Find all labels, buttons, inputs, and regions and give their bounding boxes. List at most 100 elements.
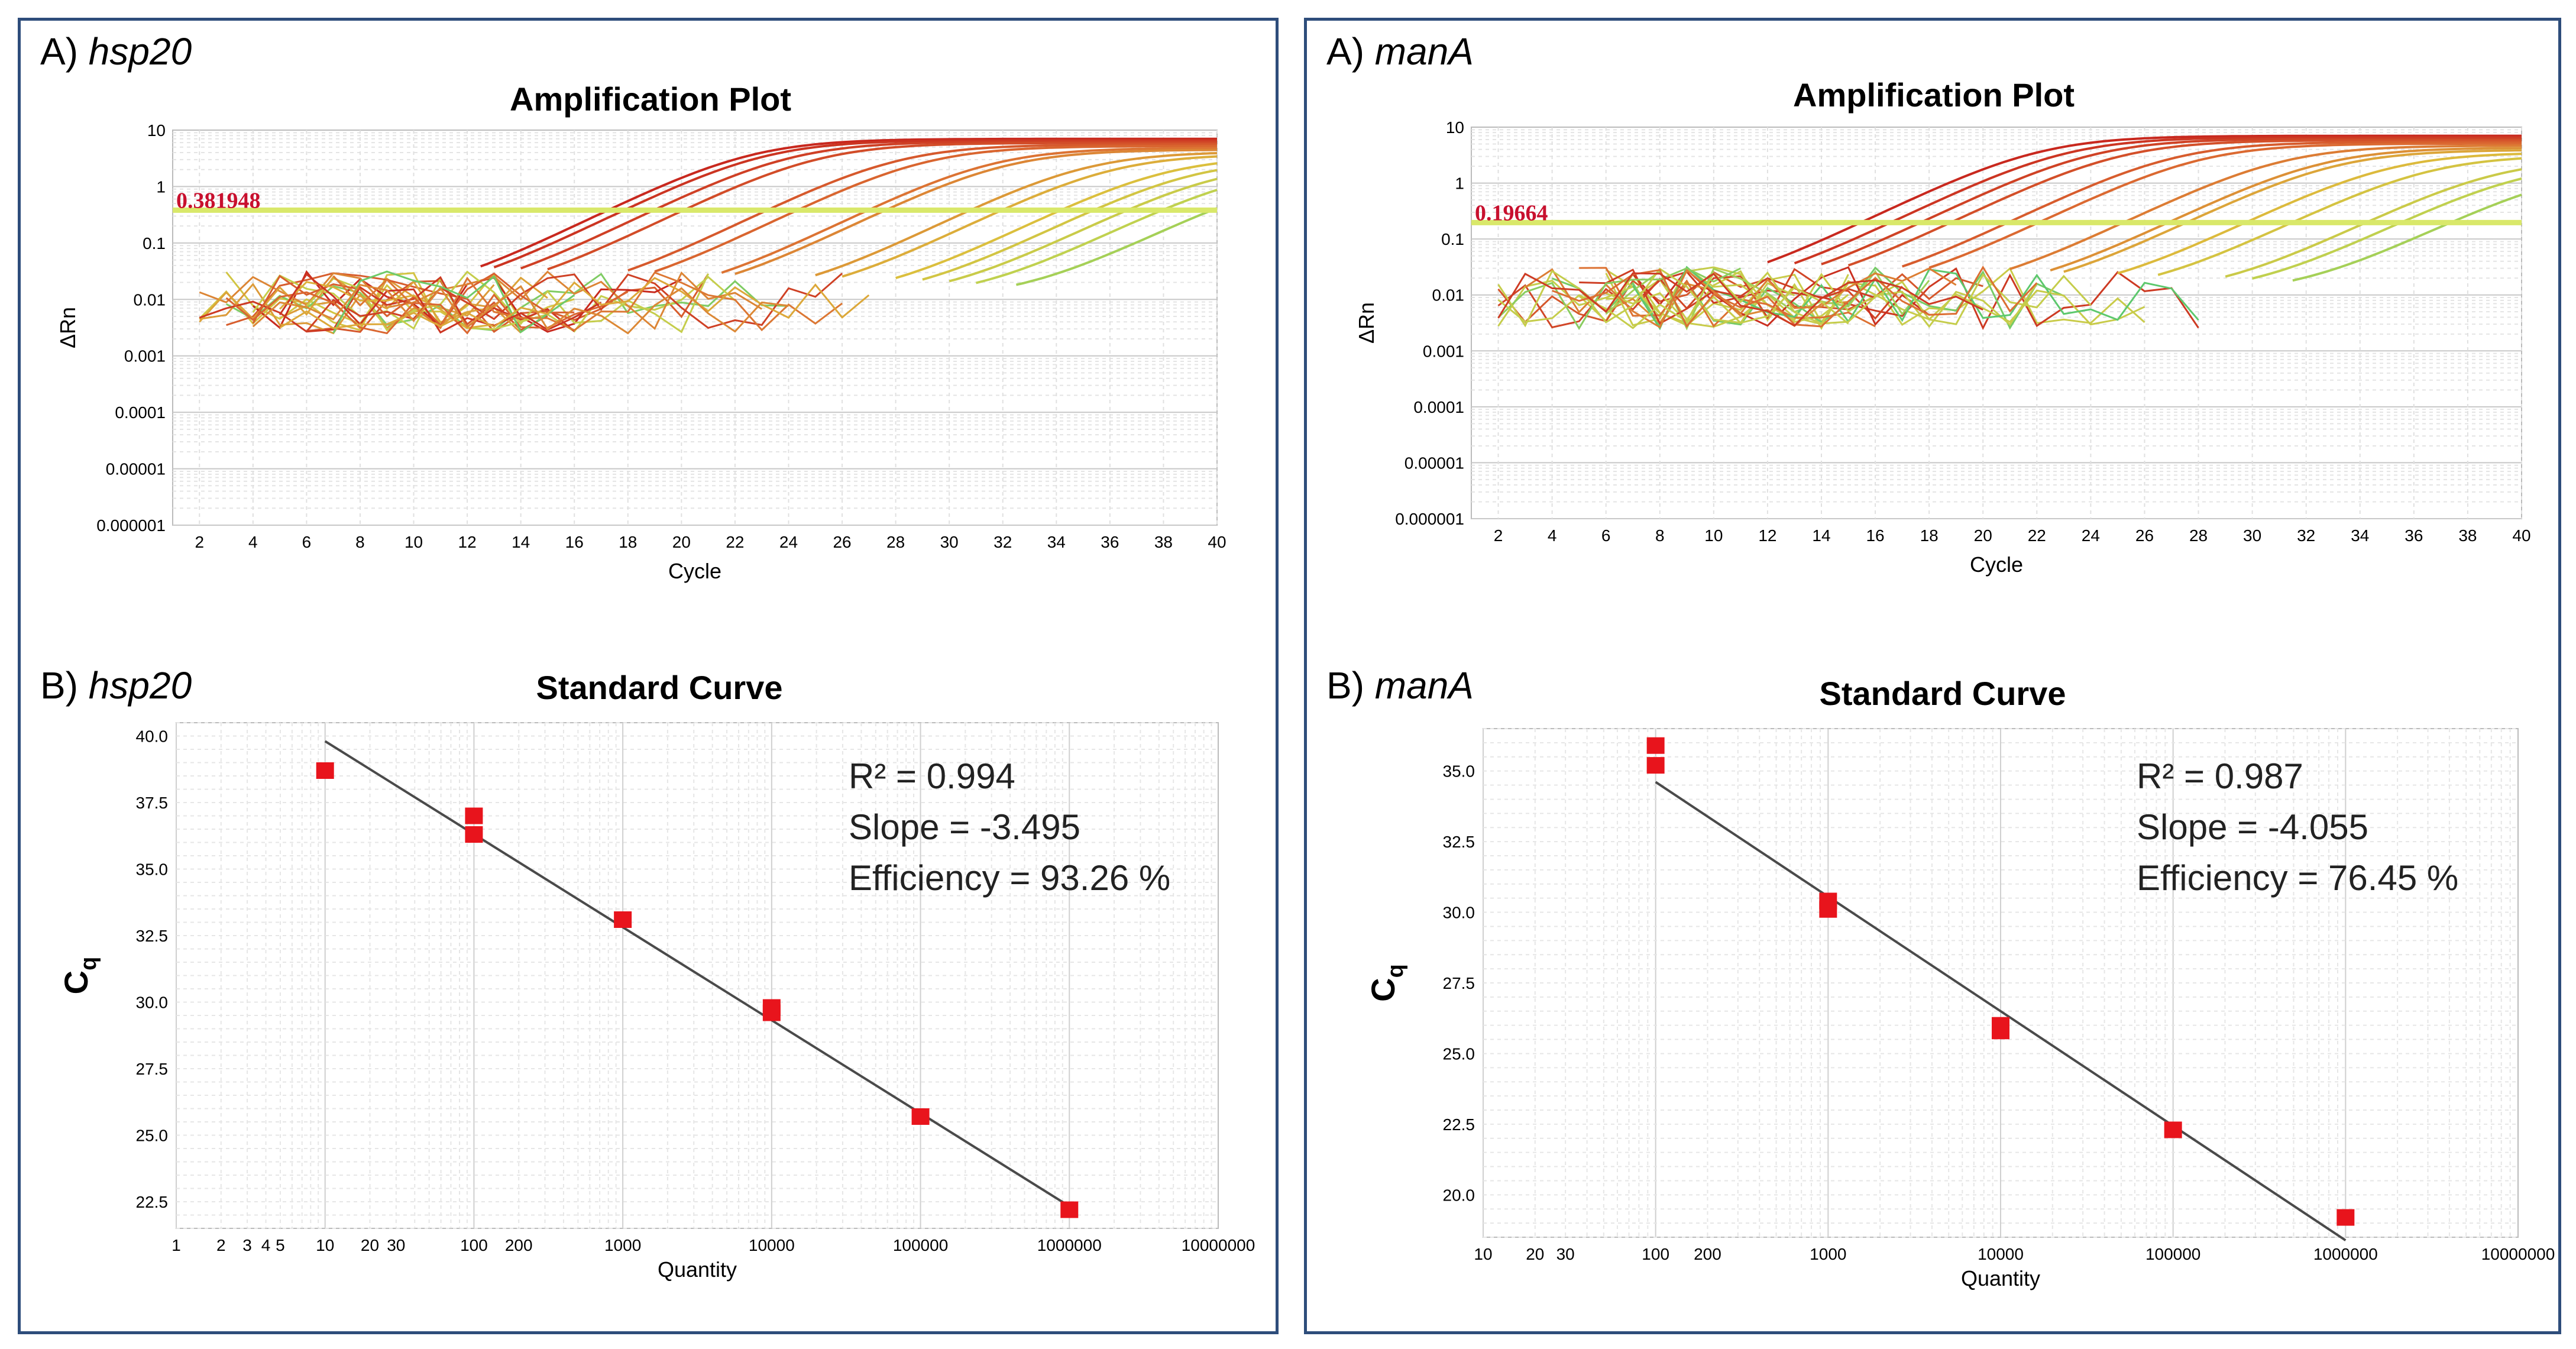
x-tick-label: 40	[2512, 526, 2530, 545]
x-tick-label: 200	[505, 1236, 533, 1254]
baseline-trace	[252, 272, 575, 327]
amplification-curve	[721, 147, 1218, 274]
y-tick-label: 30.0	[1443, 904, 1475, 922]
x-axis-label: Quantity	[658, 1257, 737, 1282]
data-point	[614, 911, 632, 928]
y-tick-label: 0.0001	[115, 403, 166, 422]
baseline-trace	[279, 281, 494, 329]
y-tick-label: 25.0	[1443, 1044, 1475, 1063]
x-tick-label: 28	[2189, 526, 2208, 545]
x-tick-label: 14	[1812, 526, 1830, 545]
x-tick-label: 14	[512, 533, 530, 551]
y-tick-label: 0.001	[124, 347, 166, 365]
baseline-trace	[252, 284, 789, 335]
amplification-curve	[842, 155, 1218, 278]
baseline-trace	[306, 270, 709, 334]
amplification-curve	[1847, 139, 2522, 267]
x-tick-label: 8	[355, 533, 365, 551]
x-tick-label: 1000000	[1037, 1236, 1102, 1254]
amplification-curve	[547, 141, 1217, 271]
x-tick-label: 18	[619, 533, 637, 551]
baseline-trace	[332, 271, 843, 332]
amplification-curve	[949, 177, 1218, 283]
plot-area	[1471, 127, 2522, 519]
x-tick-label: 10000000	[1182, 1236, 1255, 1254]
x-tick-label: 32	[2297, 526, 2315, 545]
std-title-hsp20: Standard Curve	[536, 669, 783, 706]
y-axis-label-subscript: q	[1383, 964, 1408, 978]
x-tick-label: 22	[2028, 526, 2046, 545]
threshold-value: 0.19664	[1475, 200, 1548, 225]
amplification-curve	[2252, 177, 2522, 280]
amplification-curve	[976, 189, 1218, 284]
y-tick-label: 0.01	[134, 290, 166, 309]
x-tick-label: 24	[779, 533, 798, 551]
y-tick-label: 0.000001	[1395, 510, 1464, 528]
x-tick-label: 8	[1655, 526, 1665, 545]
x-tick-label: 2	[195, 533, 204, 551]
x-tick-label: 30	[1556, 1245, 1575, 1263]
x-tick-label: 24	[2082, 526, 2100, 545]
baseline-trace	[306, 273, 843, 332]
x-tick-label: 3	[242, 1236, 252, 1254]
x-axis-label: Cycle	[668, 559, 721, 583]
std-stats-mana: R² = 0.987 Slope = -4.055 Efficiency = 7…	[2137, 751, 2458, 904]
x-tick-label: 36	[1101, 533, 1119, 551]
x-tick-label: 16	[1866, 526, 1884, 545]
amp-title-mana: Amplification Plot	[1793, 76, 2075, 114]
amplification-curve	[520, 140, 1217, 270]
baseline-trace	[1497, 267, 1849, 328]
amplification-curve	[2117, 153, 2522, 275]
x-tick-label: 10	[316, 1236, 334, 1254]
x-axis-label: Cycle	[1970, 552, 2023, 577]
baseline-trace	[252, 274, 736, 333]
y-tick-label: 10	[1446, 118, 1464, 137]
x-tick-label: 5	[276, 1236, 285, 1254]
baseline-trace	[1578, 267, 2145, 326]
efficiency-value: Efficiency = 93.26 %	[849, 858, 1171, 898]
data-point	[1992, 1023, 2009, 1040]
baseline-trace	[1497, 272, 1983, 327]
x-tick-label: 28	[886, 533, 905, 551]
amplification-curve	[734, 148, 1218, 276]
amplification-curve	[922, 169, 1218, 281]
y-tick-label: 35.0	[136, 860, 169, 879]
x-tick-label: 4	[1548, 526, 1557, 545]
amplification-curve	[1928, 142, 2522, 269]
baseline-trace	[1497, 267, 1742, 331]
x-tick-label: 26	[833, 533, 851, 551]
y-tick-label: 22.5	[136, 1193, 169, 1211]
x-tick-label: 1000000	[2313, 1245, 2378, 1263]
y-tick-label: 1	[1455, 174, 1464, 193]
baseline-trace	[199, 272, 575, 332]
data-point	[465, 826, 483, 843]
x-tick-label: 100000	[893, 1236, 948, 1254]
y-tick-label: 32.5	[1443, 833, 1475, 851]
x-tick-label: 20	[1526, 1245, 1544, 1263]
y-tick-label: 10	[147, 121, 166, 140]
x-tick-label: 26	[2135, 526, 2154, 545]
x-tick-label: 20	[672, 533, 691, 551]
data-point	[1646, 757, 1665, 774]
amplification-curve	[2157, 157, 2522, 276]
r2-value: R² = 0.987	[2137, 756, 2303, 796]
amplification-curve	[2225, 168, 2522, 278]
x-tick-label: 36	[2405, 526, 2423, 545]
std-stats-hsp20: R² = 0.994 Slope = -3.495 Efficiency = 9…	[849, 751, 1170, 904]
baseline-trace	[279, 277, 870, 329]
x-tick-label: 30	[387, 1236, 405, 1254]
y-axis-label: ΔRn	[1354, 302, 1378, 344]
x-tick-label: 6	[1601, 526, 1611, 545]
panel-a-label-mana: A) manA	[1326, 30, 1474, 73]
y-tick-label: 0.000001	[96, 516, 166, 535]
x-tick-label: 20	[1974, 526, 1992, 545]
y-tick-label: 30.0	[136, 994, 169, 1012]
amplification-curve	[493, 138, 1217, 268]
y-tick-label: 0.1	[1441, 230, 1464, 248]
baseline-trace	[332, 270, 575, 334]
x-tick-label: 200	[1694, 1245, 1721, 1263]
x-tick-label: 20	[361, 1236, 379, 1254]
amplification-curve	[2063, 149, 2522, 273]
